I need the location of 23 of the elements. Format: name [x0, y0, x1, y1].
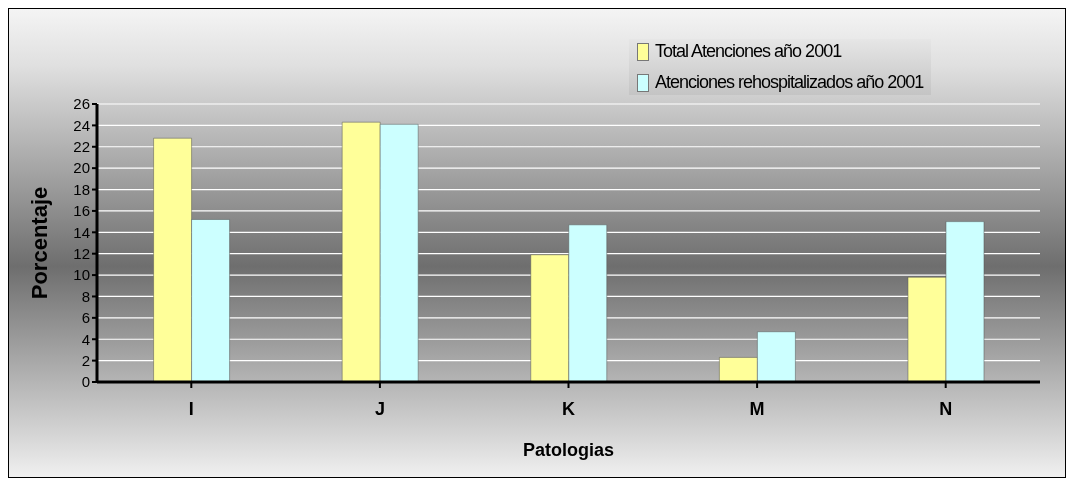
- x-tick-label: M: [749, 398, 765, 419]
- y-tick-label: 10: [73, 266, 90, 284]
- x-tick-label: J: [374, 398, 385, 419]
- y-tick-label: 6: [81, 309, 90, 327]
- y-tick-label: 12: [73, 245, 90, 263]
- y-tick-label: 26: [73, 95, 90, 113]
- y-tick-label: 22: [73, 138, 90, 156]
- text: Atenciones rehospitalizados año 2001: [655, 72, 924, 93]
- y-axis-title: Porcentaje: [26, 186, 52, 300]
- x-tick-label: N: [939, 398, 953, 419]
- y-tick-label: 8: [81, 287, 90, 305]
- x-tick-label: K: [562, 398, 575, 419]
- y-tick-label: 4: [81, 330, 90, 348]
- y-tick-label: 2: [81, 351, 90, 369]
- y-tick-label: 18: [73, 180, 90, 198]
- legend-label: Total Atenciones año 2001: [655, 41, 842, 62]
- x-tick-label: I: [188, 398, 194, 419]
- y-tick-label: 0: [81, 373, 90, 391]
- y-tick-label: 16: [73, 202, 90, 220]
- y-tick-label: 24: [73, 116, 90, 134]
- y-tick-label: 14: [73, 223, 90, 241]
- y-tick-label: 20: [73, 159, 90, 177]
- x-axis-title: Patologias: [522, 440, 615, 460]
